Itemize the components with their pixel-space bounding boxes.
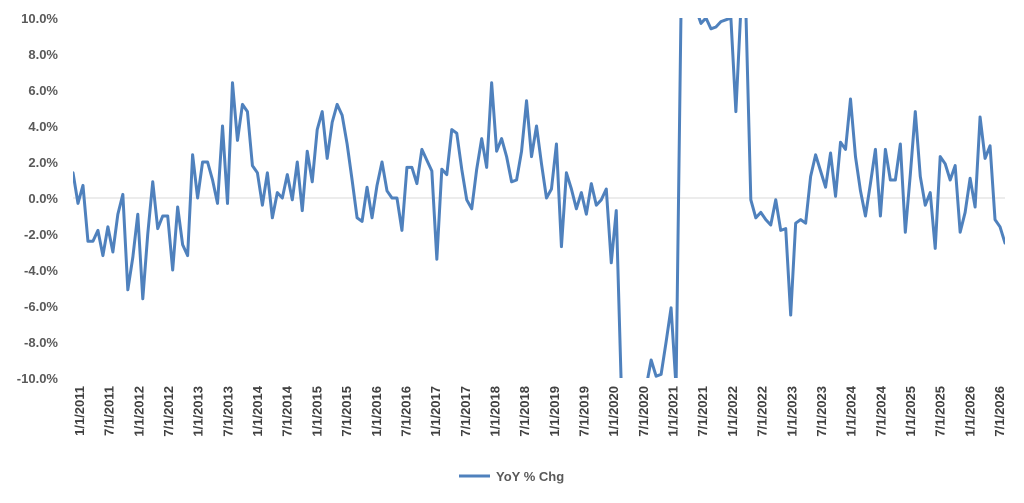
x-tick-label: 1/1/2013 bbox=[191, 386, 206, 437]
x-tick-label: 1/1/2026 bbox=[962, 386, 977, 437]
x-tick-label: 7/1/2020 bbox=[636, 386, 651, 437]
x-tick-label: 7/1/2026 bbox=[992, 386, 1007, 437]
x-tick-label: 7/1/2021 bbox=[695, 386, 710, 437]
y-tick-label: 10.0% bbox=[21, 11, 58, 26]
x-tick-label: 1/1/2011 bbox=[72, 386, 87, 436]
x-tick-label: 1/1/2018 bbox=[488, 386, 503, 437]
x-tick-label: 1/1/2023 bbox=[784, 386, 799, 437]
legend-label: YoY % Chg bbox=[496, 469, 564, 484]
x-tick-label: 7/1/2013 bbox=[220, 386, 235, 437]
x-tick-label: 1/1/2015 bbox=[309, 386, 324, 437]
x-tick-label: 7/1/2025 bbox=[933, 386, 948, 437]
x-tick-label: 7/1/2012 bbox=[161, 386, 176, 437]
x-tick-label: 1/1/2021 bbox=[666, 386, 681, 437]
y-tick-label: 6.0% bbox=[28, 83, 58, 98]
x-tick-label: 7/1/2023 bbox=[814, 386, 829, 437]
y-tick-label: 0.0% bbox=[28, 191, 58, 206]
legend: YoY % Chg bbox=[459, 469, 564, 484]
x-tick-label: 7/1/2018 bbox=[517, 386, 532, 437]
y-tick-label: 4.0% bbox=[28, 119, 58, 134]
x-tick-label: 1/1/2025 bbox=[903, 386, 918, 437]
x-tick-label: 1/1/2019 bbox=[547, 386, 562, 437]
y-tick-label: -2.0% bbox=[24, 227, 58, 242]
x-tick-label: 7/1/2015 bbox=[339, 386, 354, 437]
y-tick-label: 2.0% bbox=[28, 155, 58, 170]
x-tick-label: 1/1/2012 bbox=[131, 386, 146, 437]
x-tick-label: 1/1/2024 bbox=[844, 385, 859, 436]
x-tick-label: 7/1/2017 bbox=[458, 386, 473, 437]
y-tick-label: 8.0% bbox=[28, 47, 58, 62]
x-tick-label: 1/1/2022 bbox=[725, 386, 740, 437]
x-tick-label: 1/1/2016 bbox=[369, 386, 384, 437]
y-tick-label: -10.0% bbox=[17, 371, 59, 386]
y-tick-label: -4.0% bbox=[24, 263, 58, 278]
x-tick-label: 7/1/2024 bbox=[873, 385, 888, 436]
y-tick-label: -8.0% bbox=[24, 335, 58, 350]
x-tick-label: 7/1/2022 bbox=[755, 386, 770, 437]
y-axis-ticks: 10.0% 8.0% 6.0% 4.0% 2.0% 0.0% -2.0% -4.0% -6.0%… bbox=[17, 11, 59, 386]
x-axis-ticks: 1/1/2011 7/1/2011 1/1/2012 7/1/2012 1/1/2013… bbox=[72, 385, 1007, 436]
x-tick-label: 1/1/2014 bbox=[250, 385, 265, 436]
y-tick-label: -6.0% bbox=[24, 299, 58, 314]
x-tick-label: 1/1/2020 bbox=[606, 386, 621, 437]
x-tick-label: 7/1/2011 bbox=[102, 386, 117, 436]
x-tick-label: 7/1/2016 bbox=[399, 386, 414, 437]
series-line-yoy bbox=[73, 18, 1005, 378]
x-tick-label: 7/1/2014 bbox=[280, 385, 295, 436]
x-tick-label: 1/1/2017 bbox=[428, 386, 443, 437]
x-tick-label: 7/1/2019 bbox=[577, 386, 592, 437]
